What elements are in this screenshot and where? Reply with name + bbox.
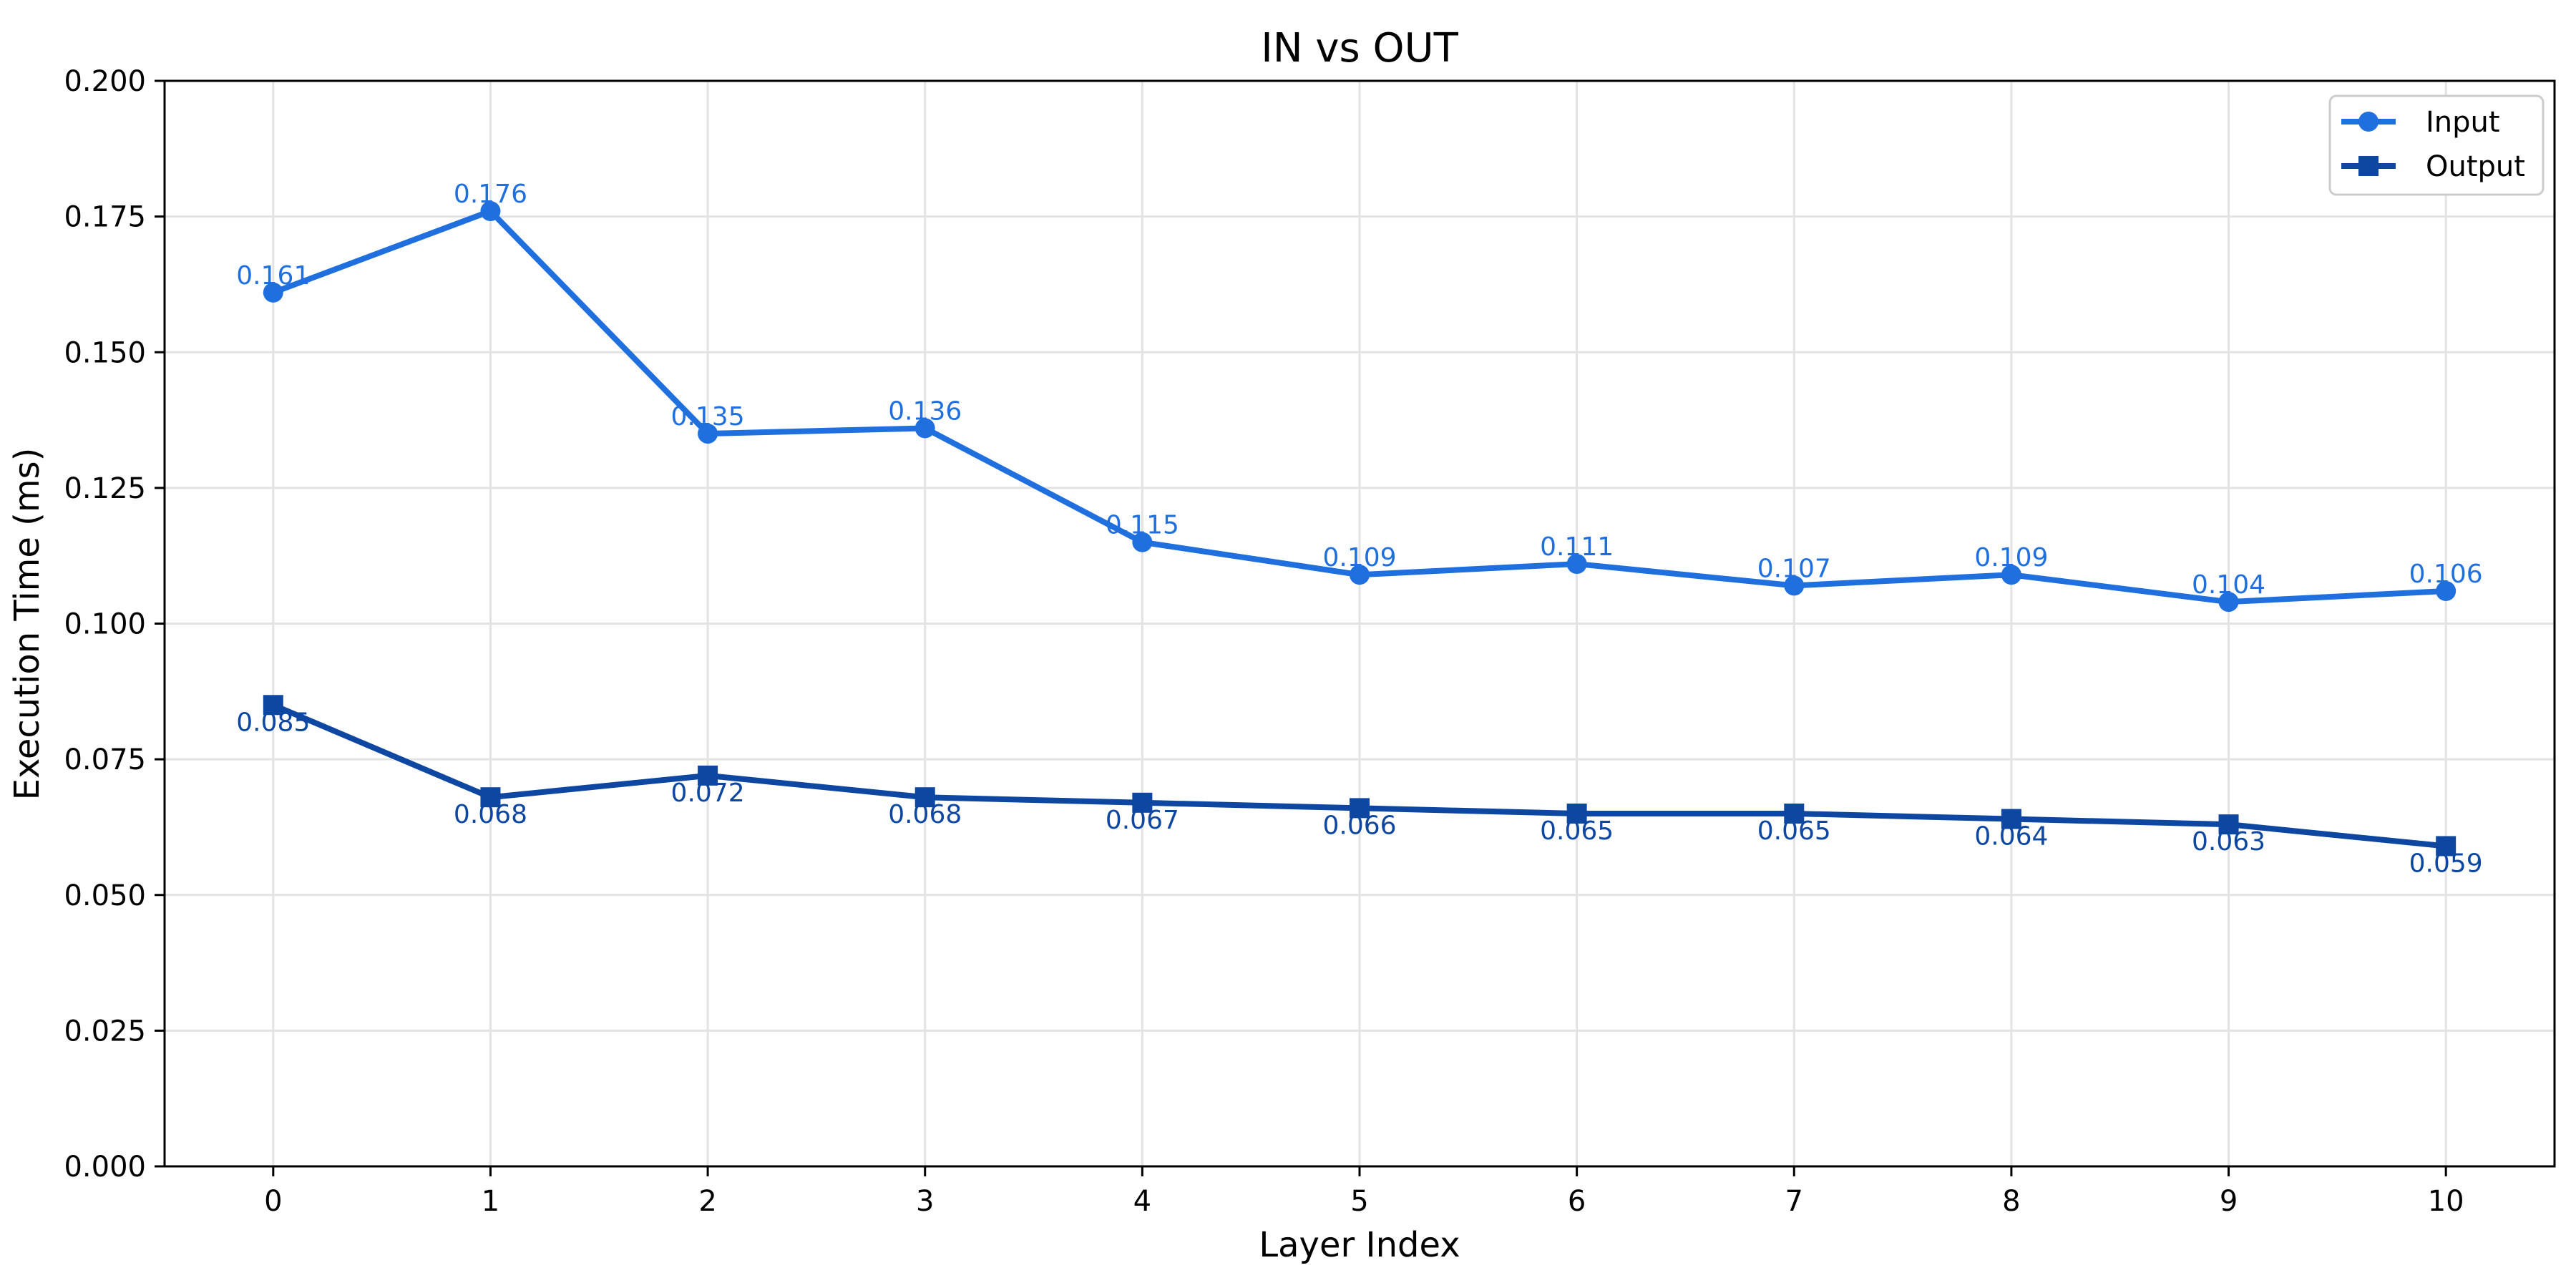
input-data-label: 0.136 <box>888 396 962 426</box>
output-data-label: 0.072 <box>671 779 745 808</box>
input-point <box>1132 532 1153 552</box>
output-data-label: 0.066 <box>1322 811 1396 840</box>
input-data-label: 0.161 <box>236 261 310 291</box>
x-tick-label: 2 <box>698 1185 716 1218</box>
x-tick-label: 0 <box>264 1185 282 1218</box>
y-tick-label: 0.050 <box>64 879 146 912</box>
data-labels: 0.161 0.176 0.135 0.136 0.115 0.109 0.111 0.107… <box>236 180 2482 878</box>
output-point <box>1784 803 1805 824</box>
input-point <box>480 201 501 222</box>
input-data-label: 0.106 <box>2409 560 2483 589</box>
output-point <box>2001 809 2021 829</box>
chart-title: IN vs OUT <box>1261 25 1458 72</box>
y-tick-label: 0.125 <box>64 472 146 505</box>
output-data-label: 0.059 <box>2409 849 2483 878</box>
x-tick-label: 9 <box>2220 1185 2238 1218</box>
output-point <box>1132 792 1153 813</box>
y-tick-label: 0.175 <box>64 201 146 234</box>
y-tick-label: 0.075 <box>64 743 146 776</box>
axes: 0 1 2 3 4 5 6 7 8 9 10 0.000 0.025 0.050 0.075 0.100 0.1… <box>64 65 2556 1218</box>
legend-input-label: Input <box>2426 106 2500 139</box>
output-point <box>914 787 935 808</box>
output-data-label: 0.068 <box>888 800 962 829</box>
output-point <box>698 765 718 786</box>
x-tick-label: 7 <box>1785 1185 1803 1218</box>
input-data-label: 0.111 <box>1540 532 1614 562</box>
output-data-label: 0.085 <box>236 708 310 737</box>
input-point <box>1784 575 1805 596</box>
output-data-label: 0.065 <box>1540 816 1614 846</box>
output-point <box>1350 798 1370 819</box>
input-point <box>1350 565 1370 585</box>
x-tick-label: 8 <box>2002 1185 2020 1218</box>
y-axis-label: Execution Time (ms) <box>7 448 47 801</box>
output-data-label: 0.067 <box>1106 806 1179 835</box>
input-data-label: 0.109 <box>1974 543 2048 572</box>
x-tick-label: 5 <box>1350 1185 1368 1218</box>
input-point <box>698 424 718 444</box>
x-tick-label: 3 <box>916 1185 934 1218</box>
output-data-label: 0.065 <box>1757 816 1831 846</box>
input-point <box>2218 592 2239 613</box>
input-data-label: 0.115 <box>1106 511 1179 540</box>
output-data-label: 0.068 <box>454 800 527 829</box>
input-data-label: 0.176 <box>454 180 527 209</box>
y-tick-label: 0.025 <box>64 1015 146 1048</box>
output-point <box>263 695 283 716</box>
x-axis-label: Layer Index <box>1259 1225 1460 1265</box>
input-point <box>914 418 935 439</box>
input-data-label: 0.107 <box>1757 554 1831 583</box>
input-point <box>1566 554 1587 575</box>
output-point <box>2436 836 2457 857</box>
output-data-label: 0.063 <box>2192 827 2265 857</box>
output-data-label: 0.064 <box>1974 822 2048 852</box>
input-data-label: 0.135 <box>671 402 745 431</box>
y-tick-label: 0.000 <box>64 1151 146 1184</box>
y-tick-label: 0.200 <box>64 65 146 98</box>
legend-input-marker <box>2358 112 2379 132</box>
y-tick-label: 0.100 <box>64 608 146 641</box>
output-point <box>480 787 501 808</box>
input-data-label: 0.109 <box>1322 543 1396 572</box>
x-tick-label: 10 <box>2428 1185 2464 1218</box>
legend: Input Output <box>2328 94 2545 196</box>
output-point <box>1566 803 1587 824</box>
input-point <box>2001 565 2021 585</box>
x-tick-label: 4 <box>1133 1185 1151 1218</box>
x-tick-label: 1 <box>482 1185 499 1218</box>
output-point <box>2218 814 2239 835</box>
input-point <box>263 282 283 303</box>
x-tick-label: 6 <box>1568 1185 1586 1218</box>
y-tick-label: 0.150 <box>64 336 146 369</box>
plot-frame <box>163 79 2556 1168</box>
legend-output-marker <box>2358 156 2379 176</box>
legend-output-label: Output <box>2426 150 2525 183</box>
series-layer <box>263 201 2457 857</box>
input-data-label: 0.104 <box>2192 570 2265 600</box>
input-point <box>2436 580 2457 601</box>
